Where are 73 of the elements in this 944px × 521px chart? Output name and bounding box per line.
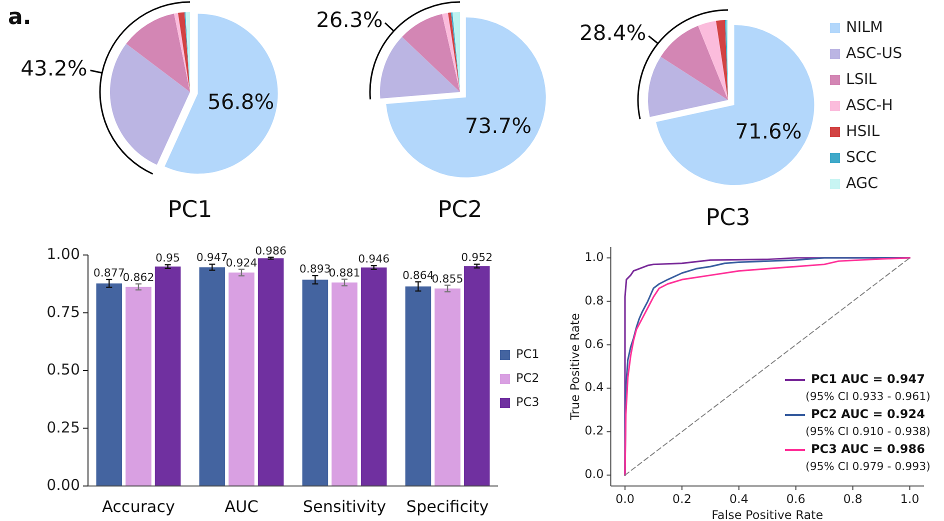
legend-label: PC3 AUC = 0.986 <box>811 442 925 456</box>
data-label: 56.8% <box>207 90 274 114</box>
legend-label: LSIL <box>846 70 878 88</box>
data-label: 0.95 <box>156 252 180 265</box>
data-label: 0.893 <box>299 262 331 276</box>
legend-label: ASC-US <box>846 44 902 62</box>
legend-label: ASC-H <box>846 96 893 114</box>
x-tick-label: Specificity <box>406 497 489 516</box>
y-tick-label: 0.50 <box>46 360 80 379</box>
legend-label: HSIL <box>846 122 880 140</box>
bar <box>464 266 490 486</box>
text: a. <box>8 5 32 30</box>
x-tick-label: 0.8 <box>843 492 862 506</box>
x-tick-label: 0.4 <box>729 492 748 506</box>
text: 28.4% <box>580 20 646 45</box>
data-label: 0.864 <box>402 268 434 282</box>
x-tick-label: 0.2 <box>672 492 692 506</box>
bar <box>154 266 181 486</box>
y-tick-label: 0.00 <box>46 476 80 494</box>
bar <box>96 283 122 486</box>
text: PC2 <box>438 197 482 223</box>
x-axis-title: False Positive Rate <box>712 508 824 521</box>
text: 43.2% <box>20 56 88 80</box>
legend-label: PC1 AUC = 0.947 <box>811 372 925 386</box>
bar <box>126 286 152 486</box>
legend-label: AGC <box>846 174 878 192</box>
legend-label: NILM <box>846 18 883 36</box>
y-tick-label: 0.4 <box>584 380 604 395</box>
legend-label: PC2 AUC = 0.924 <box>811 407 925 422</box>
bar <box>258 258 284 486</box>
bar <box>332 282 358 486</box>
legend-label: PC1 <box>516 347 540 362</box>
y-tick-label: 0.25 <box>46 418 80 436</box>
data-label: 0.947 <box>196 251 228 264</box>
data-label: 0.986 <box>255 244 287 258</box>
y-tick-label: 1.0 <box>584 250 604 264</box>
bar <box>228 272 254 486</box>
legend-label: PC3 <box>516 395 540 410</box>
y-tick-label: 0.75 <box>46 302 80 321</box>
x-tick-label: 1.0 <box>900 492 920 506</box>
x-tick-label: Sensitivity <box>302 497 386 516</box>
text: PC1 <box>168 197 212 223</box>
y-tick-label: 0.2 <box>584 424 604 438</box>
text: PC3 <box>706 205 750 231</box>
y-tick-label: 1.00 <box>46 245 80 264</box>
y-tick-label: 0.0 <box>584 467 604 482</box>
bar <box>434 288 460 486</box>
data-label: 71.6% <box>735 119 802 144</box>
annotation: (95% CI 0.910 - 0.938) <box>806 425 930 438</box>
y-tick-label: 0.8 <box>584 294 604 308</box>
x-tick-label: Accuracy <box>102 497 175 516</box>
annotation: (95% CI 0.933 - 0.961) <box>806 390 930 404</box>
legend-label: PC2 <box>516 371 540 386</box>
y-axis-title: True Positive Rate <box>568 313 582 421</box>
data-label: 0.946 <box>358 252 390 266</box>
data-label: 0.924 <box>226 256 258 270</box>
text: 26.3% <box>316 8 383 32</box>
data-label: 0.855 <box>432 272 464 286</box>
bar <box>405 286 432 486</box>
annotation: (95% CI 0.979 - 0.993) <box>806 460 930 474</box>
data-label: 0.877 <box>93 266 125 280</box>
y-tick-label: 0.6 <box>584 337 604 352</box>
bar <box>302 280 328 486</box>
data-label: 0.881 <box>328 266 360 280</box>
bar <box>360 267 387 486</box>
data-label: 0.862 <box>122 270 154 284</box>
x-tick-label: AUC <box>224 497 258 516</box>
x-tick-label: 0.0 <box>615 492 635 506</box>
legend-label: SCC <box>846 148 876 166</box>
data-label: 73.7% <box>464 114 532 138</box>
bar <box>199 267 226 486</box>
data-label: 0.952 <box>461 251 493 264</box>
x-tick-label: 0.6 <box>786 492 806 506</box>
